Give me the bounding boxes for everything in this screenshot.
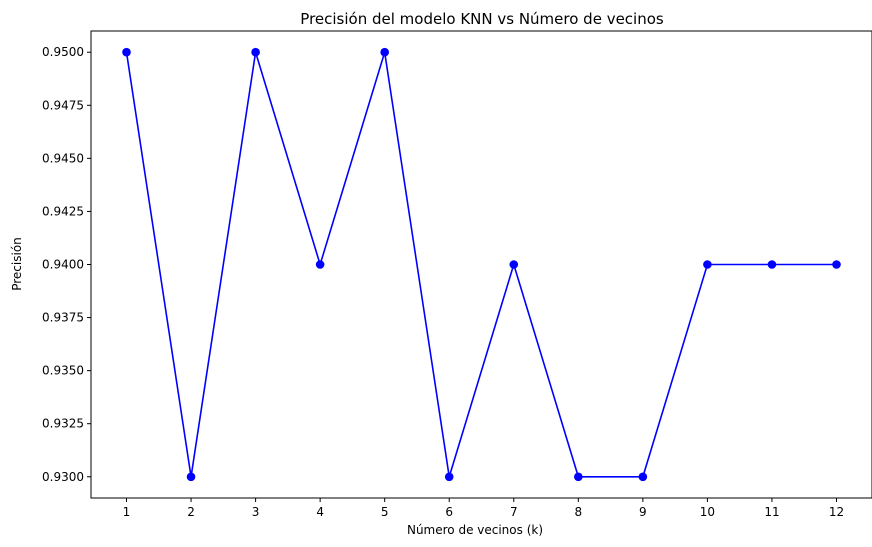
x-tick-label: 3 [252,505,260,519]
data-point [832,260,841,269]
data-point [186,472,196,482]
y-tick-label: 0.9400 [42,258,84,272]
y-axis: 0.9300 0.9325 0.9350 0.9375 0.9400 0.9425 0.94… [42,45,91,484]
y-tick-label: 0.9450 [42,151,84,165]
y-tick-label: 0.9350 [42,364,84,378]
x-tick-label: 2 [187,505,195,519]
y-tick-label: 0.9375 [42,311,84,325]
x-axis: 1 2 3 4 5 6 7 8 9 10 11 12 [123,498,844,519]
x-tick-label: 1 [123,505,131,519]
x-tick-label: 11 [764,505,779,519]
data-point [251,47,260,57]
y-tick-label: 0.9500 [42,45,84,59]
series-layer [122,47,841,482]
x-tick-label: 8 [574,505,582,519]
data-point [509,260,519,269]
y-axis-label: Precisión [10,237,24,291]
x-axis-label: Número de vecinos (k) [407,523,543,537]
series-line [125,51,837,478]
x-tick-label: 10 [700,505,715,519]
data-point [574,472,583,482]
x-tick-label: 5 [381,505,389,519]
x-tick-label: 9 [639,505,647,519]
y-tick-label: 0.9300 [42,470,84,484]
y-tick-label: 0.9475 [42,98,84,112]
x-tick-label: 6 [445,505,453,519]
data-point [380,47,389,57]
y-tick-label: 0.9425 [42,204,84,218]
y-tick-label: 0.9325 [42,417,84,431]
data-point [767,260,777,269]
x-tick-label: 7 [510,505,518,519]
data-point [122,47,131,57]
data-point [703,260,712,269]
x-tick-label: 12 [829,505,844,519]
data-point [638,472,648,482]
x-tick-label: 4 [316,505,324,519]
chart-title: Precisión del modelo KNN vs Número de ve… [300,10,664,28]
data-point [444,472,454,482]
data-point [315,260,325,269]
